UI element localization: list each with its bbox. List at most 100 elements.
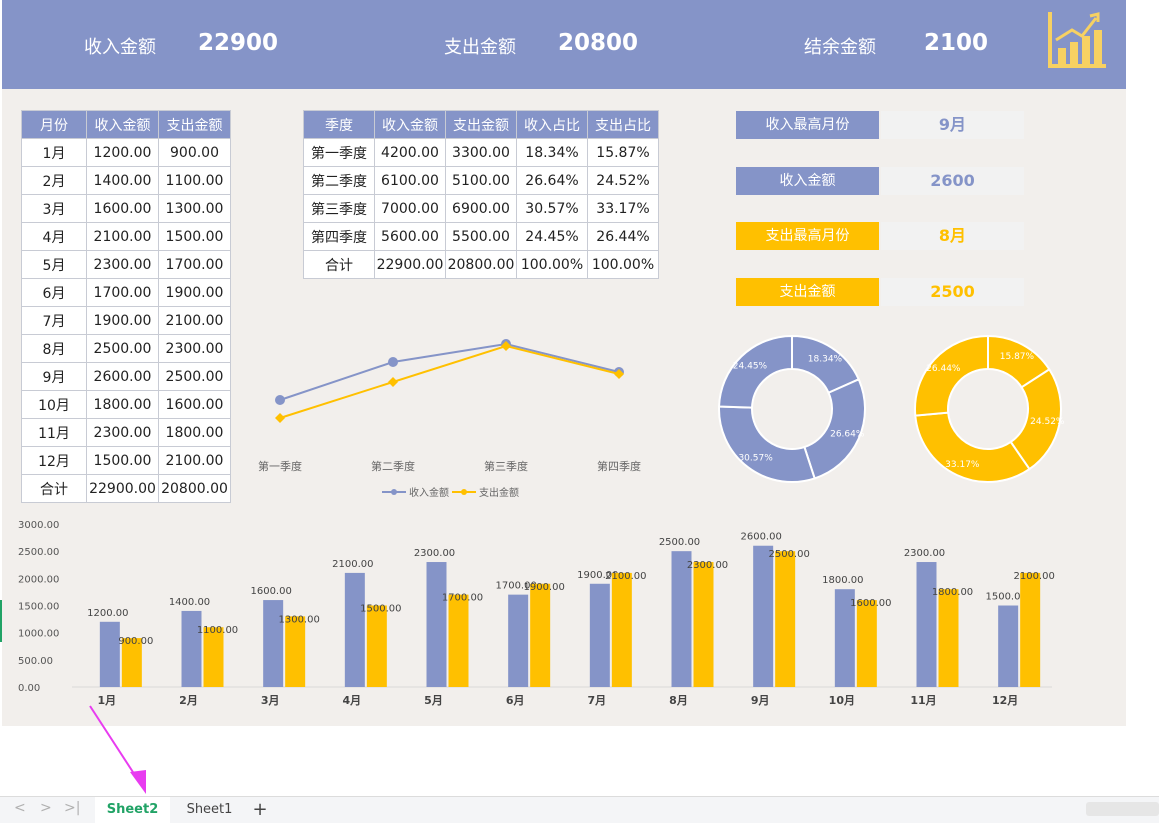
table-cell[interactable]: 26.44% (587, 222, 659, 251)
monthly-bar-chart: 0.00 500.00 1000.00 1500.00 2000.00 2500.00 30… (18, 520, 1055, 707)
table-cell[interactable]: 1600.00 (158, 390, 231, 419)
table-cell[interactable]: 3月 (21, 194, 87, 223)
table-cell[interactable]: 1100.00 (158, 166, 231, 195)
bar (856, 600, 877, 687)
table-cell[interactable]: 6100.00 (374, 166, 446, 195)
table-cell[interactable]: 第三季度 (303, 194, 375, 223)
balance-total-label: 结余金额 (804, 37, 876, 58)
add-sheet-button[interactable]: + (252, 799, 268, 820)
x-tick-label: 第二季度 (371, 459, 415, 473)
donut-slice (803, 378, 866, 480)
table-cell[interactable]: 5500.00 (445, 222, 517, 251)
y-tick-label: 2500.00 (18, 547, 59, 558)
table-cell[interactable]: 22900.00 (86, 474, 159, 503)
table-cell[interactable]: 6月 (21, 278, 87, 307)
table-cell[interactable]: 12月 (21, 446, 87, 475)
table-cell[interactable]: 1600.00 (86, 194, 159, 223)
table-cell[interactable]: 1800.00 (86, 390, 159, 419)
table-cell[interactable]: 100.00% (516, 250, 588, 279)
table-cell[interactable]: 30.57% (516, 194, 588, 223)
table-cell[interactable]: 1300.00 (158, 194, 231, 223)
table-cell[interactable]: 2300.00 (86, 250, 159, 279)
table-cell[interactable]: 26.64% (516, 166, 588, 195)
table-row: 6月 1700.00 1900.00 (21, 278, 231, 307)
table-cell[interactable]: 2600.00 (86, 362, 159, 391)
table-cell[interactable]: 1月 (21, 138, 87, 167)
donut-label: 33.17% (945, 460, 980, 470)
bar (998, 605, 1019, 687)
table-cell[interactable]: 3300.00 (445, 138, 517, 167)
table-cell[interactable]: 20800.00 (445, 250, 517, 279)
x-tick-label: 第四季度 (597, 459, 641, 473)
table-cell[interactable]: 8月 (21, 334, 87, 363)
table-cell[interactable]: 合计 (303, 250, 375, 279)
table-cell[interactable]: 4月 (21, 222, 87, 251)
quarter-table-header: 支出金额 (445, 110, 517, 139)
bar-value-label: 2100.00 (332, 559, 373, 570)
table-row: 5月 2300.00 1700.00 (21, 250, 231, 279)
table-cell[interactable]: 5100.00 (445, 166, 517, 195)
table-cell[interactable]: 1700.00 (158, 250, 231, 279)
table-cell[interactable]: 900.00 (158, 138, 231, 167)
table-cell[interactable]: 1900.00 (158, 278, 231, 307)
table-cell[interactable]: 1900.00 (86, 306, 159, 335)
bar (530, 583, 551, 687)
table-cell[interactable]: 2100.00 (158, 306, 231, 335)
table-cell[interactable]: 15.87% (587, 138, 659, 167)
table-cell[interactable]: 2500.00 (86, 334, 159, 363)
bar-value-label: 1700.00 (495, 581, 536, 592)
monthly-table-header: 收入金额 (86, 110, 159, 139)
horizontal-scrollbar[interactable] (1086, 802, 1159, 816)
table-cell[interactable]: 7000.00 (374, 194, 446, 223)
table-cell[interactable]: 1500.00 (158, 222, 231, 251)
donut-label: 26.64% (830, 430, 865, 440)
table-cell[interactable]: 5月 (21, 250, 87, 279)
table-cell[interactable]: 合计 (21, 474, 87, 503)
table-cell[interactable]: 20800.00 (158, 474, 231, 503)
table-cell[interactable]: 1500.00 (86, 446, 159, 475)
table-cell[interactable]: 7月 (21, 306, 87, 335)
table-cell[interactable]: 24.45% (516, 222, 588, 251)
table-cell[interactable]: 2500.00 (158, 362, 231, 391)
table-cell[interactable]: 2100.00 (86, 222, 159, 251)
table-cell[interactable]: 1800.00 (158, 418, 231, 447)
last-sheet-button[interactable]: >| (64, 800, 81, 816)
table-row: 第四季度 5600.00 5500.00 24.45% 26.44% (303, 222, 659, 251)
table-cell[interactable]: 6900.00 (445, 194, 517, 223)
bar-value-label: 1100.00 (197, 625, 238, 636)
table-cell[interactable]: 100.00% (587, 250, 659, 279)
bar (181, 610, 202, 687)
table-cell[interactable]: 第二季度 (303, 166, 375, 195)
table-cell[interactable]: 22900.00 (374, 250, 446, 279)
table-cell[interactable]: 5600.00 (374, 222, 446, 251)
bar (611, 572, 632, 687)
x-tick-label: 7月 (588, 694, 607, 707)
tab-sheet2[interactable]: Sheet2 (95, 797, 170, 823)
table-cell[interactable]: 2100.00 (158, 446, 231, 475)
expense-ratio-donut: 15.87% 24.52% 33.17% 26.44% (914, 334, 1065, 483)
quarter-table-header: 收入金额 (374, 110, 446, 139)
table-cell[interactable]: 2300.00 (86, 418, 159, 447)
table-row: 1月 1200.00 900.00 (21, 138, 231, 167)
bar (834, 589, 855, 687)
table-cell[interactable]: 1200.00 (86, 138, 159, 167)
table-cell[interactable]: 1400.00 (86, 166, 159, 195)
table-cell[interactable]: 第一季度 (303, 138, 375, 167)
table-cell[interactable]: 24.52% (587, 166, 659, 195)
bar-value-label: 1600.00 (850, 598, 891, 609)
bar-value-label: 1200.00 (87, 608, 128, 619)
quarter-table-header: 收入占比 (516, 110, 588, 139)
next-sheet-button[interactable]: > (40, 800, 52, 816)
table-cell[interactable]: 2300.00 (158, 334, 231, 363)
table-cell[interactable]: 9月 (21, 362, 87, 391)
table-cell[interactable]: 2月 (21, 166, 87, 195)
table-cell[interactable]: 10月 (21, 390, 87, 419)
table-cell[interactable]: 1700.00 (86, 278, 159, 307)
table-cell[interactable]: 4200.00 (374, 138, 446, 167)
tab-sheet1[interactable]: Sheet1 (186, 802, 233, 817)
table-cell[interactable]: 第四季度 (303, 222, 375, 251)
table-cell[interactable]: 33.17% (587, 194, 659, 223)
table-cell[interactable]: 18.34% (516, 138, 588, 167)
table-cell[interactable]: 11月 (21, 418, 87, 447)
prev-sheet-button[interactable]: < (14, 800, 26, 816)
